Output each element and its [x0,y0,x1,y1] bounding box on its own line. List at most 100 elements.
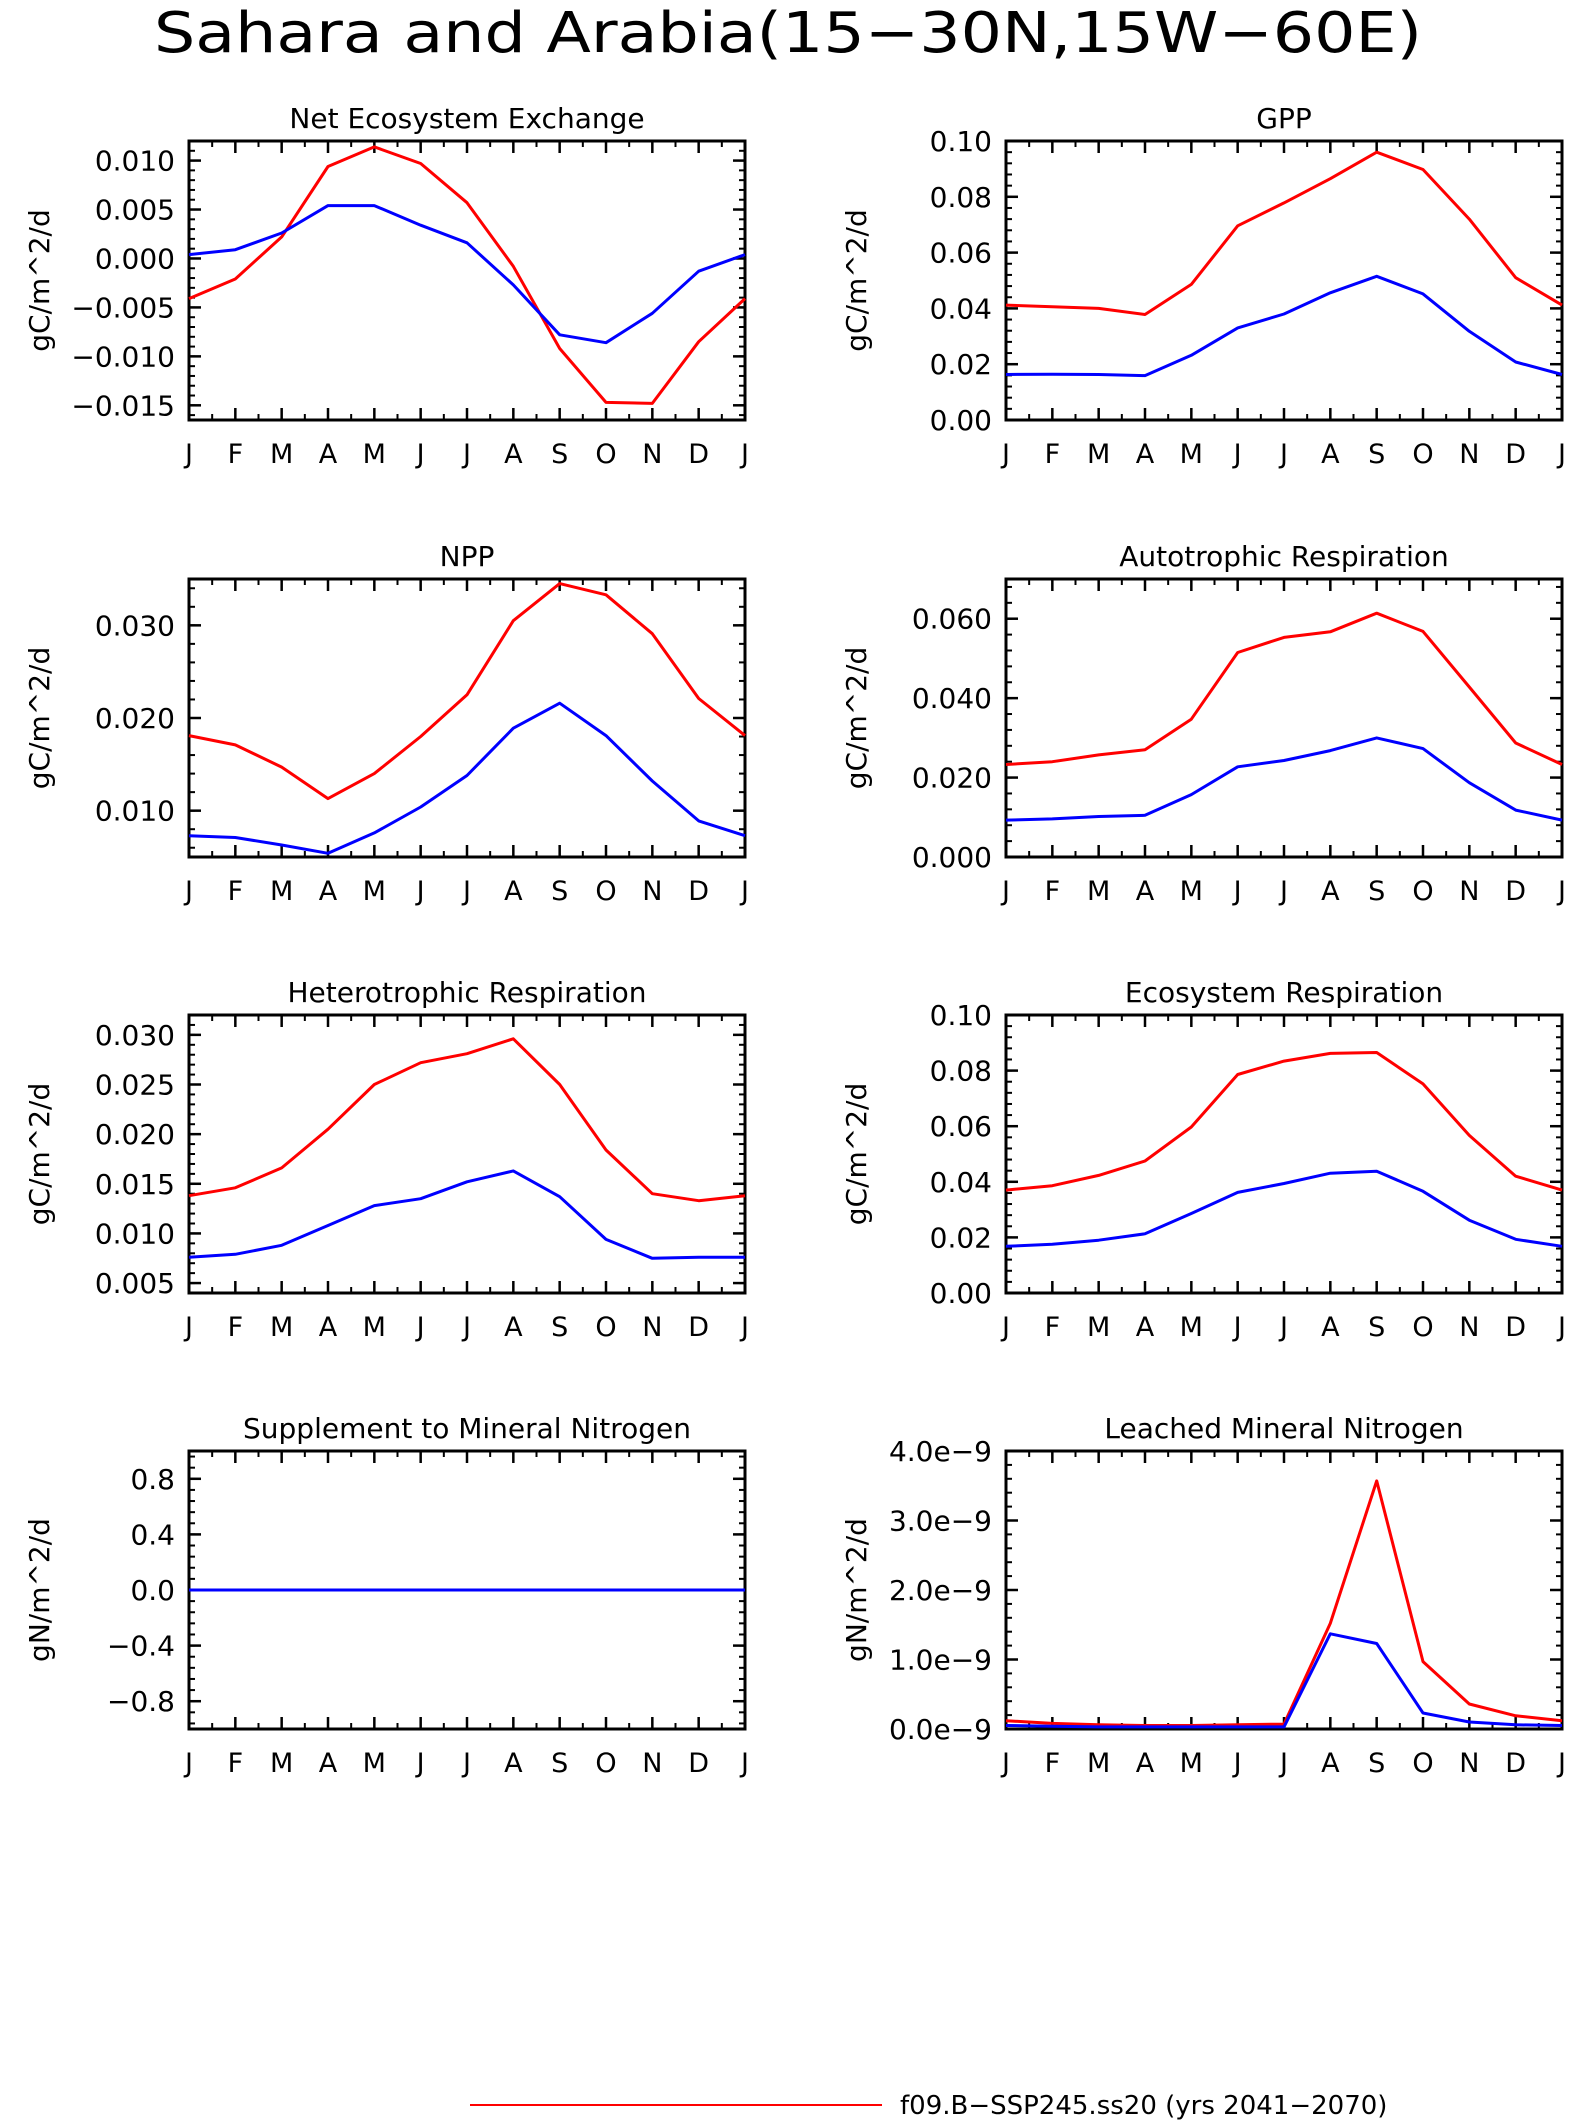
x-tick-label: M [1180,439,1203,470]
x-tick-label: A [1321,1748,1340,1779]
panel-title: GPP [1256,102,1311,135]
series-line-red [1005,611,1563,766]
y-tick-label: 0.08 [930,1055,992,1088]
x-tick-label: J [183,439,193,470]
plot-frame [187,139,747,422]
x-tick-label: J [461,1312,471,1343]
x-tick-label: O [1412,876,1433,907]
y-tick-label: 0.020 [95,1118,175,1151]
x-tick-label: A [319,1312,338,1343]
x-tick-label: A [319,876,338,907]
x-tick-label: F [1045,1312,1061,1343]
y-tick-label: 0.04 [930,1166,992,1199]
y-axis-label: gC/m^2/d [840,1083,873,1226]
y-tick-label: 0.015 [95,1168,175,1201]
x-tick-label: J [1556,1312,1566,1343]
y-tick-label: −0.4 [107,1630,175,1663]
x-tick-label: S [1368,439,1385,470]
panel-title: Net Ecosystem Exchange [289,102,644,135]
plot-frame [1004,1449,1564,1731]
x-tick-label: A [504,1312,523,1343]
x-tick-label: J [1232,1312,1242,1343]
x-tick-label: N [1459,1748,1479,1779]
x-tick-label: J [415,876,425,907]
plot-frame [187,1013,747,1295]
y-tick-label: 0.02 [930,1221,992,1254]
panel-title: Ecosystem Respiration [1125,976,1443,1009]
x-tick-label: M [1087,1312,1110,1343]
x-tick-label: N [642,876,662,907]
x-tick-label: M [270,876,293,907]
x-tick-label: A [319,439,338,470]
x-tick-label: N [1459,876,1479,907]
x-tick-label: N [1459,1312,1479,1343]
y-tick-label: 0.10 [930,999,992,1032]
x-tick-label: J [1556,876,1566,907]
x-tick-label: J [461,1748,471,1779]
x-tick-label: J [461,876,471,907]
x-tick-label: J [739,439,749,470]
x-tick-label: M [270,439,293,470]
x-tick-label: A [319,1748,338,1779]
x-tick-label: D [1505,1748,1526,1779]
y-tick-label: 0.030 [95,1019,175,1052]
x-tick-label: N [642,1312,662,1343]
x-tick-label: S [551,876,568,907]
x-tick-label: F [228,439,244,470]
x-tick-label: J [183,1748,193,1779]
x-tick-label: J [183,1312,193,1343]
x-tick-label: J [1556,1748,1566,1779]
legend: f09.B−SSP245.ss20 (yrs 2041−2070) [470,2091,1387,2120]
x-tick-label: J [739,1748,749,1779]
x-tick-label: J [1000,876,1010,907]
x-tick-label: M [1180,1312,1203,1343]
x-tick-label: A [504,1748,523,1779]
series-line-red [188,145,747,405]
x-tick-label: J [461,439,471,470]
x-tick-label: M [363,1312,386,1343]
y-tick-label: 0.08 [930,181,992,214]
x-tick-label: O [595,876,616,907]
x-tick-label: D [1505,1312,1526,1343]
panel-title: Leached Mineral Nitrogen [1104,1412,1463,1445]
y-tick-label: 0.010 [95,145,175,178]
x-tick-label: A [504,439,523,470]
x-tick-label: J [1232,439,1242,470]
legend-label-red: f09.B−SSP245.ss20 (yrs 2041−2070) [900,2091,1387,2120]
y-tick-label: 0.10 [930,125,992,158]
panel-7: Supplement to Mineral Nitrogen gN/m^2/d J F… [23,1412,749,1779]
x-tick-label: D [688,1748,709,1779]
x-tick-label: S [1368,1312,1385,1343]
series-line-red [1005,1479,1563,1727]
x-tick-label: N [1459,439,1479,470]
x-tick-label: J [1278,1748,1288,1779]
series-line-red [188,1037,746,1203]
x-tick-label: M [270,1312,293,1343]
x-tick-label: F [1045,1748,1061,1779]
series-line-blue [1005,1169,1563,1248]
x-tick-label: S [551,1748,568,1779]
x-tick-label: N [642,1748,662,1779]
x-tick-label: M [363,1748,386,1779]
panel-title: NPP [440,540,495,573]
plot-frame [1004,1013,1564,1295]
x-tick-label: S [1368,876,1385,907]
x-tick-label: J [415,1748,425,1779]
x-tick-label: D [1505,876,1526,907]
x-tick-label: F [228,1748,244,1779]
y-tick-label: −0.015 [71,389,175,422]
series-line-blue [1005,274,1563,378]
x-tick-label: J [1000,1312,1010,1343]
x-tick-label: S [551,439,568,470]
x-tick-label: O [595,1748,616,1779]
x-tick-label: M [363,439,386,470]
x-tick-label: F [1045,439,1061,470]
x-tick-label: O [595,1312,616,1343]
x-tick-label: D [688,439,709,470]
series-line-blue [188,1169,745,1260]
x-tick-label: J [739,1312,749,1343]
